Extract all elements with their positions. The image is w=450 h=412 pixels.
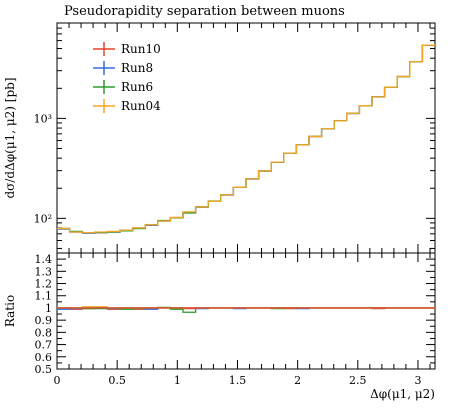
ratio-tick-label: 0.9 [35,314,53,327]
ratio-tick-label: 1.4 [35,253,53,266]
ratio-plot-frame [56,252,436,370]
x-tick-label: 0.5 [108,374,126,387]
series-line-run8 [57,44,435,234]
ratio-series-group [57,306,435,313]
legend-label-run04: Run04 [121,99,161,113]
y-tick-label: 10³ [34,112,52,125]
legend-label-run6: Run6 [121,80,153,94]
ratio-tick-label: 0.6 [35,351,53,364]
x-tick-label: 2 [294,374,301,387]
y-tick-label: 10² [34,212,52,225]
ratio-y-axis-label: Ratio [3,295,17,327]
series-line-run6 [57,44,435,234]
ratio-tick-label: 1 [45,302,52,315]
series-line-run04 [57,44,435,234]
series-line-run10 [57,44,435,234]
x-tick-label: 1.5 [229,374,247,387]
ratio-tick-label: 0.5 [35,363,53,376]
chart-title: Pseudorapidity separation between muons [64,4,345,19]
ratio-tick-label: 1.2 [35,278,53,291]
main-series-group [57,44,435,234]
ratio-tick-label: 0.7 [35,339,53,352]
x-ticks: 0 0.5 1 1.5 2 2.5 3 [54,23,431,387]
x-tick-label: 1 [174,374,181,387]
legend: Run10 Run8 Run6 Run04 [93,42,161,113]
x-tick-label: 0 [54,374,61,387]
x-tick-label: 2.5 [349,374,367,387]
ratio-tick-label: 1.3 [35,265,53,278]
y-axis-label: dσ/dΔφ(μ1, μ2) [pb] [3,77,17,198]
ratio-y-ticks: 0.50.60.70.80.911.11.21.31.4 [35,253,435,376]
x-axis-label: Δφ(μ1, μ2) [370,387,435,401]
legend-label-run10: Run10 [121,42,161,56]
ratio-tick-label: 0.8 [35,326,53,339]
legend-label-run8: Run8 [121,61,153,75]
x-tick-label: 3 [414,374,421,387]
main-plot-frame [56,22,436,254]
ratio-tick-label: 1.1 [35,290,53,303]
main-y-ticks: 10² 10³ [34,22,435,249]
